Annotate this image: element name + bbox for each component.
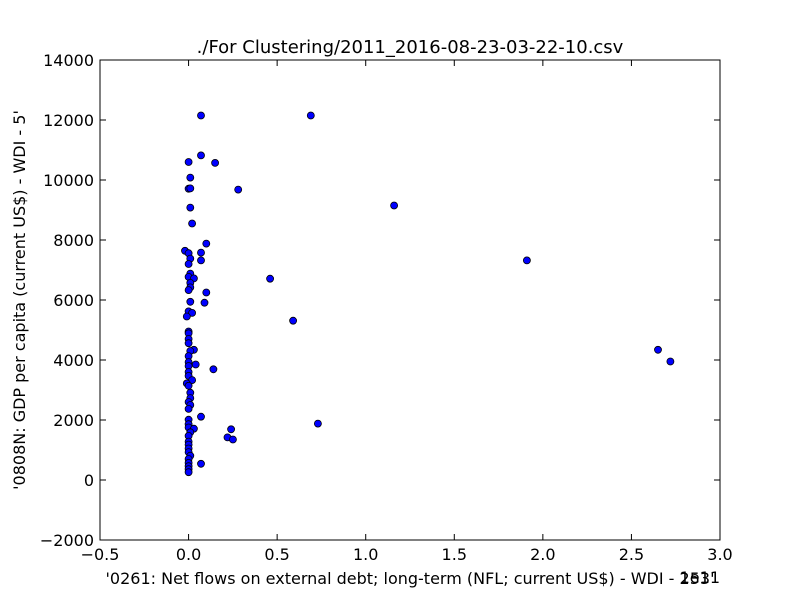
data-point — [188, 308, 197, 317]
y-tick-label: 12000 — [43, 111, 94, 130]
data-point — [182, 312, 191, 321]
data-point — [390, 201, 399, 210]
data-point — [211, 158, 220, 167]
data-point — [184, 286, 193, 295]
data-point — [306, 111, 315, 120]
x-tick-label: 3.0 — [707, 545, 732, 564]
data-point — [202, 288, 211, 297]
data-point — [227, 425, 236, 434]
x-tick-label: 2.0 — [530, 545, 555, 564]
x-tick-label: 1.0 — [353, 545, 378, 564]
data-point — [186, 203, 195, 212]
data-point — [523, 256, 531, 265]
data-point — [184, 158, 193, 166]
data-point — [228, 435, 237, 444]
data-point — [266, 274, 275, 283]
data-point — [186, 297, 195, 306]
y-tick-label: 0 — [84, 471, 94, 490]
y-tick-label: 6000 — [53, 291, 94, 310]
data-point — [197, 248, 205, 257]
y-tick-label: 8000 — [53, 231, 94, 250]
data-point — [200, 298, 209, 307]
data-point — [184, 468, 193, 477]
x-axis-label: '0261: Net flows on external debt; long-… — [106, 569, 715, 588]
data-point — [313, 419, 322, 428]
data-point — [197, 151, 205, 160]
x-tick-label: 0.0 — [176, 545, 201, 564]
data-point — [197, 459, 205, 468]
data-point — [184, 404, 193, 413]
data-point — [184, 339, 193, 348]
data-point — [666, 357, 675, 366]
data-point — [197, 412, 205, 421]
x-tick-label: −0.5 — [81, 545, 120, 564]
data-point — [197, 256, 205, 265]
data-point — [234, 185, 243, 194]
data-point — [202, 239, 211, 248]
data-point — [209, 365, 218, 374]
y-tick-label: −2000 — [40, 531, 94, 550]
data-point — [188, 219, 197, 228]
chart-title: ./For Clustering/2011_2016-08-23-03-22-1… — [197, 37, 624, 58]
data-point — [654, 345, 662, 354]
y-tick-label: 14000 — [43, 51, 94, 70]
data-point — [191, 360, 200, 369]
x-tick-label: 2.5 — [619, 545, 644, 564]
ticks-layer: −0.5 0.0 0.5 1.0 1.5 2.0 2.5 3.0 −2000 0 2000 4000 6… — [40, 51, 733, 564]
data-point — [184, 381, 193, 390]
data-point — [184, 260, 193, 268]
x-tick-label: 0.5 — [264, 545, 289, 564]
data-point — [197, 111, 205, 120]
data-point — [186, 184, 195, 193]
data-point — [186, 173, 195, 182]
points-layer — [181, 111, 675, 477]
y-tick-label: 10000 — [43, 171, 94, 190]
y-tick-label: 4000 — [53, 351, 94, 370]
y-tick-label: 2000 — [53, 411, 94, 430]
y-axis-label: '0808N: GDP per capita (current US$) - W… — [10, 110, 29, 490]
x-axis-offset-label: 1e11 — [680, 568, 720, 587]
x-tick-label: 1.5 — [442, 545, 467, 564]
data-point — [289, 316, 298, 325]
